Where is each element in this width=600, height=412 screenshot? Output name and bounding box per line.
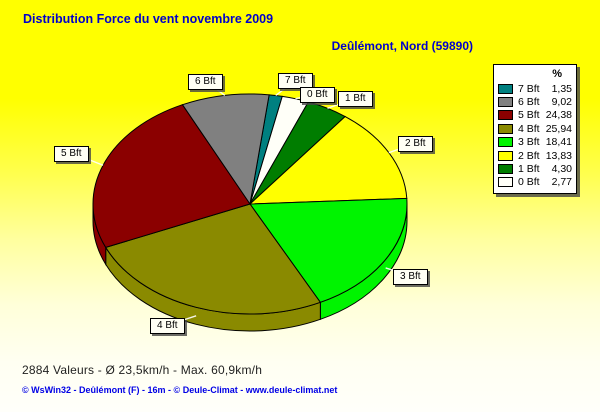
legend-label: 4 Bft [518, 122, 540, 135]
legend-label: 3 Bft [518, 136, 540, 149]
legend-rows: 7 Bft 1,35 6 Bft 9,02 5 Bft 24,38 4 Bft 25,94 3 … [498, 82, 572, 189]
legend-label: 5 Bft [518, 109, 540, 122]
credits-line: © WsWin32 - Deûlémont (F) - 16m - © Deul… [22, 385, 338, 395]
legend-value: 1,35 [551, 82, 572, 95]
legend-row-6-bft: 6 Bft 9,02 [498, 95, 572, 108]
legend-row-2-bft: 2 Bft 13,83 [498, 149, 572, 162]
legend-swatch-3-bft [498, 137, 513, 148]
legend-box: % 7 Bft 1,35 6 Bft 9,02 5 Bft 24,38 4 Bft 25,94… [493, 64, 577, 195]
legend-row-0-bft: 0 Bft 2,77 [498, 176, 572, 189]
slice-callout-2-bft: 2 Bft [398, 136, 433, 152]
legend-label: 0 Bft [518, 176, 540, 189]
legend-row-7-bft: 7 Bft 1,35 [498, 82, 572, 95]
legend-row-5-bft: 5 Bft 24,38 [498, 109, 572, 122]
chart-subtitle: Deûlémont, Nord (59890) [331, 39, 473, 53]
pie-slice-3-bft [249, 197, 408, 303]
slice-callout-7-bft: 7 Bft [278, 73, 313, 89]
legend-label: 6 Bft [518, 96, 540, 109]
slice-callout-6-bft: 6 Bft [188, 74, 223, 90]
legend-swatch-0-bft [498, 177, 513, 188]
legend-swatch-6-bft [498, 97, 513, 108]
legend-row-1-bft: 1 Bft 4,30 [498, 162, 572, 175]
legend-row-3-bft: 3 Bft 18,41 [498, 136, 572, 149]
slice-callout-0-bft: 0 Bft [300, 87, 335, 103]
legend-value: 9,02 [551, 96, 572, 109]
legend-label: 2 Bft [518, 149, 540, 162]
slice-callout-3-bft: 3 Bft [393, 269, 428, 285]
legend-label: 1 Bft [518, 163, 540, 176]
slice-callout-1-bft: 1 Bft [338, 91, 373, 107]
legend-value: 13,83 [545, 149, 572, 162]
legend-value: 24,38 [545, 109, 572, 122]
legend-value: 25,94 [545, 122, 572, 135]
legend-swatch-1-bft [498, 164, 513, 175]
legend-swatch-4-bft [498, 123, 513, 134]
legend-swatch-5-bft [498, 110, 513, 121]
legend-swatch-7-bft [498, 83, 513, 94]
pie-slice-5-bft [92, 104, 251, 248]
stats-line: 2884 Valeurs - Ø 23,5km/h - Max. 60,9km/… [22, 363, 263, 377]
legend-label: 7 Bft [518, 82, 540, 95]
legend-value: 2,77 [551, 176, 572, 189]
pie-slice-6-bft [181, 93, 270, 206]
slice-callout-4-bft: 4 Bft [150, 318, 185, 334]
slice-callout-5-bft: 5 Bft [54, 146, 89, 162]
legend-value: 18,41 [545, 136, 572, 149]
legend-row-4-bft: 4 Bft 25,94 [498, 122, 572, 135]
legend-swatch-2-bft [498, 150, 513, 161]
legend-header-percent: % [552, 68, 562, 80]
legend-value: 4,30 [551, 163, 572, 176]
chart-title: Distribution Force du vent novembre 2009 [23, 12, 274, 26]
